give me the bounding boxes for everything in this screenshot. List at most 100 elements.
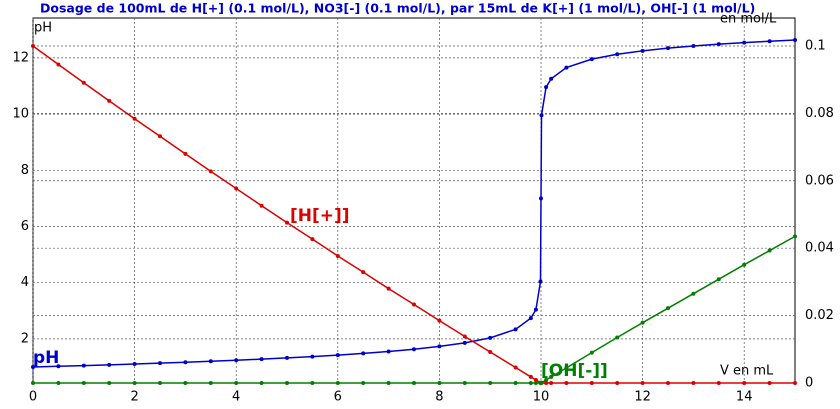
data-point (386, 381, 391, 385)
x-tick-label: 4 (232, 390, 240, 405)
y2-tick-label: 0.02 (805, 308, 834, 323)
x-tick-label: 6 (334, 390, 342, 405)
data-point (132, 116, 137, 121)
data-point (615, 381, 620, 385)
data-point (716, 277, 721, 282)
series-line (32, 45, 795, 384)
data-point (310, 237, 315, 242)
data-point (386, 286, 391, 291)
data-point (640, 381, 645, 385)
data-point (56, 364, 61, 369)
data-point (793, 37, 797, 42)
data-point (793, 234, 797, 239)
data-point (539, 113, 544, 118)
data-point (564, 381, 569, 385)
data-point (640, 48, 645, 53)
data-point (462, 381, 467, 385)
series-label: pH (33, 348, 59, 368)
data-point (361, 381, 366, 385)
data-point (437, 381, 442, 385)
data-point (158, 381, 162, 385)
data-point (533, 377, 538, 382)
data-point (549, 374, 554, 379)
plot-frame (32, 17, 796, 384)
data-point (513, 327, 518, 332)
data-point (691, 381, 696, 385)
data-point (538, 279, 543, 284)
data-point (412, 302, 416, 307)
data-point (716, 381, 721, 385)
data-point (589, 57, 594, 62)
data-point (361, 270, 366, 275)
x-tick-label: 8 (435, 390, 443, 405)
data-point (767, 381, 772, 385)
data-point (513, 365, 518, 370)
data-point (31, 43, 35, 48)
data-point (259, 203, 264, 208)
data-point (285, 381, 289, 385)
data-point (691, 291, 696, 296)
data-point (533, 307, 538, 312)
data-point (589, 350, 594, 355)
y2-tick-label: 0.04 (805, 241, 834, 256)
data-point (691, 43, 696, 48)
data-point (533, 381, 538, 385)
y-tick-label: 8 (21, 163, 29, 178)
data-point (31, 381, 35, 385)
data-point (615, 335, 620, 340)
data-point (462, 334, 467, 339)
y-tick-label: 4 (21, 275, 29, 290)
data-point (132, 381, 137, 385)
data-point (589, 381, 594, 385)
data-point (259, 381, 264, 385)
x-tick-label: 0 (29, 390, 37, 405)
data-point (259, 357, 264, 362)
data-point (335, 353, 340, 358)
data-point (488, 335, 493, 340)
data-point (183, 381, 188, 385)
data-point (742, 40, 747, 45)
data-point (793, 381, 797, 385)
data-point (56, 62, 61, 67)
data-point (386, 349, 391, 354)
data-point (666, 381, 670, 385)
data-point (462, 340, 467, 345)
data-point (81, 80, 86, 85)
x-tick-label: 10 (533, 390, 550, 405)
y-tick-label: 10 (12, 107, 29, 122)
series-line (32, 39, 796, 368)
data-point (549, 381, 554, 385)
y2-tick-label: 0 (805, 376, 813, 391)
y-tick-label: 2 (21, 331, 29, 346)
data-point (767, 248, 772, 253)
data-point (56, 381, 61, 385)
data-point (107, 98, 112, 103)
data-point (539, 196, 543, 201)
data-point (310, 381, 315, 385)
data-point (528, 374, 533, 379)
chart-title: Dosage de 100mL de H[+] (0.1 mol/L), NO3… (40, 1, 755, 16)
y-tick-label: 6 (21, 219, 29, 234)
data-point (81, 381, 86, 385)
data-point (488, 349, 493, 354)
y-tick-label: 12 (12, 50, 29, 65)
data-point (716, 42, 721, 47)
data-point (528, 316, 533, 321)
data-point (285, 220, 289, 225)
data-point (208, 169, 213, 174)
data-point (158, 134, 162, 139)
data-point (544, 85, 549, 90)
data-point (361, 351, 366, 356)
data-point (437, 318, 442, 323)
data-point (615, 52, 620, 57)
data-point (234, 381, 239, 385)
data-point (528, 381, 533, 385)
x-tick-label: 12 (634, 390, 651, 405)
data-point (208, 381, 213, 385)
series-label: [OH[-]] (541, 361, 608, 381)
data-point (488, 381, 493, 385)
series-label: [H[+]] (290, 206, 350, 226)
data-point (437, 344, 442, 349)
data-point (666, 46, 670, 51)
